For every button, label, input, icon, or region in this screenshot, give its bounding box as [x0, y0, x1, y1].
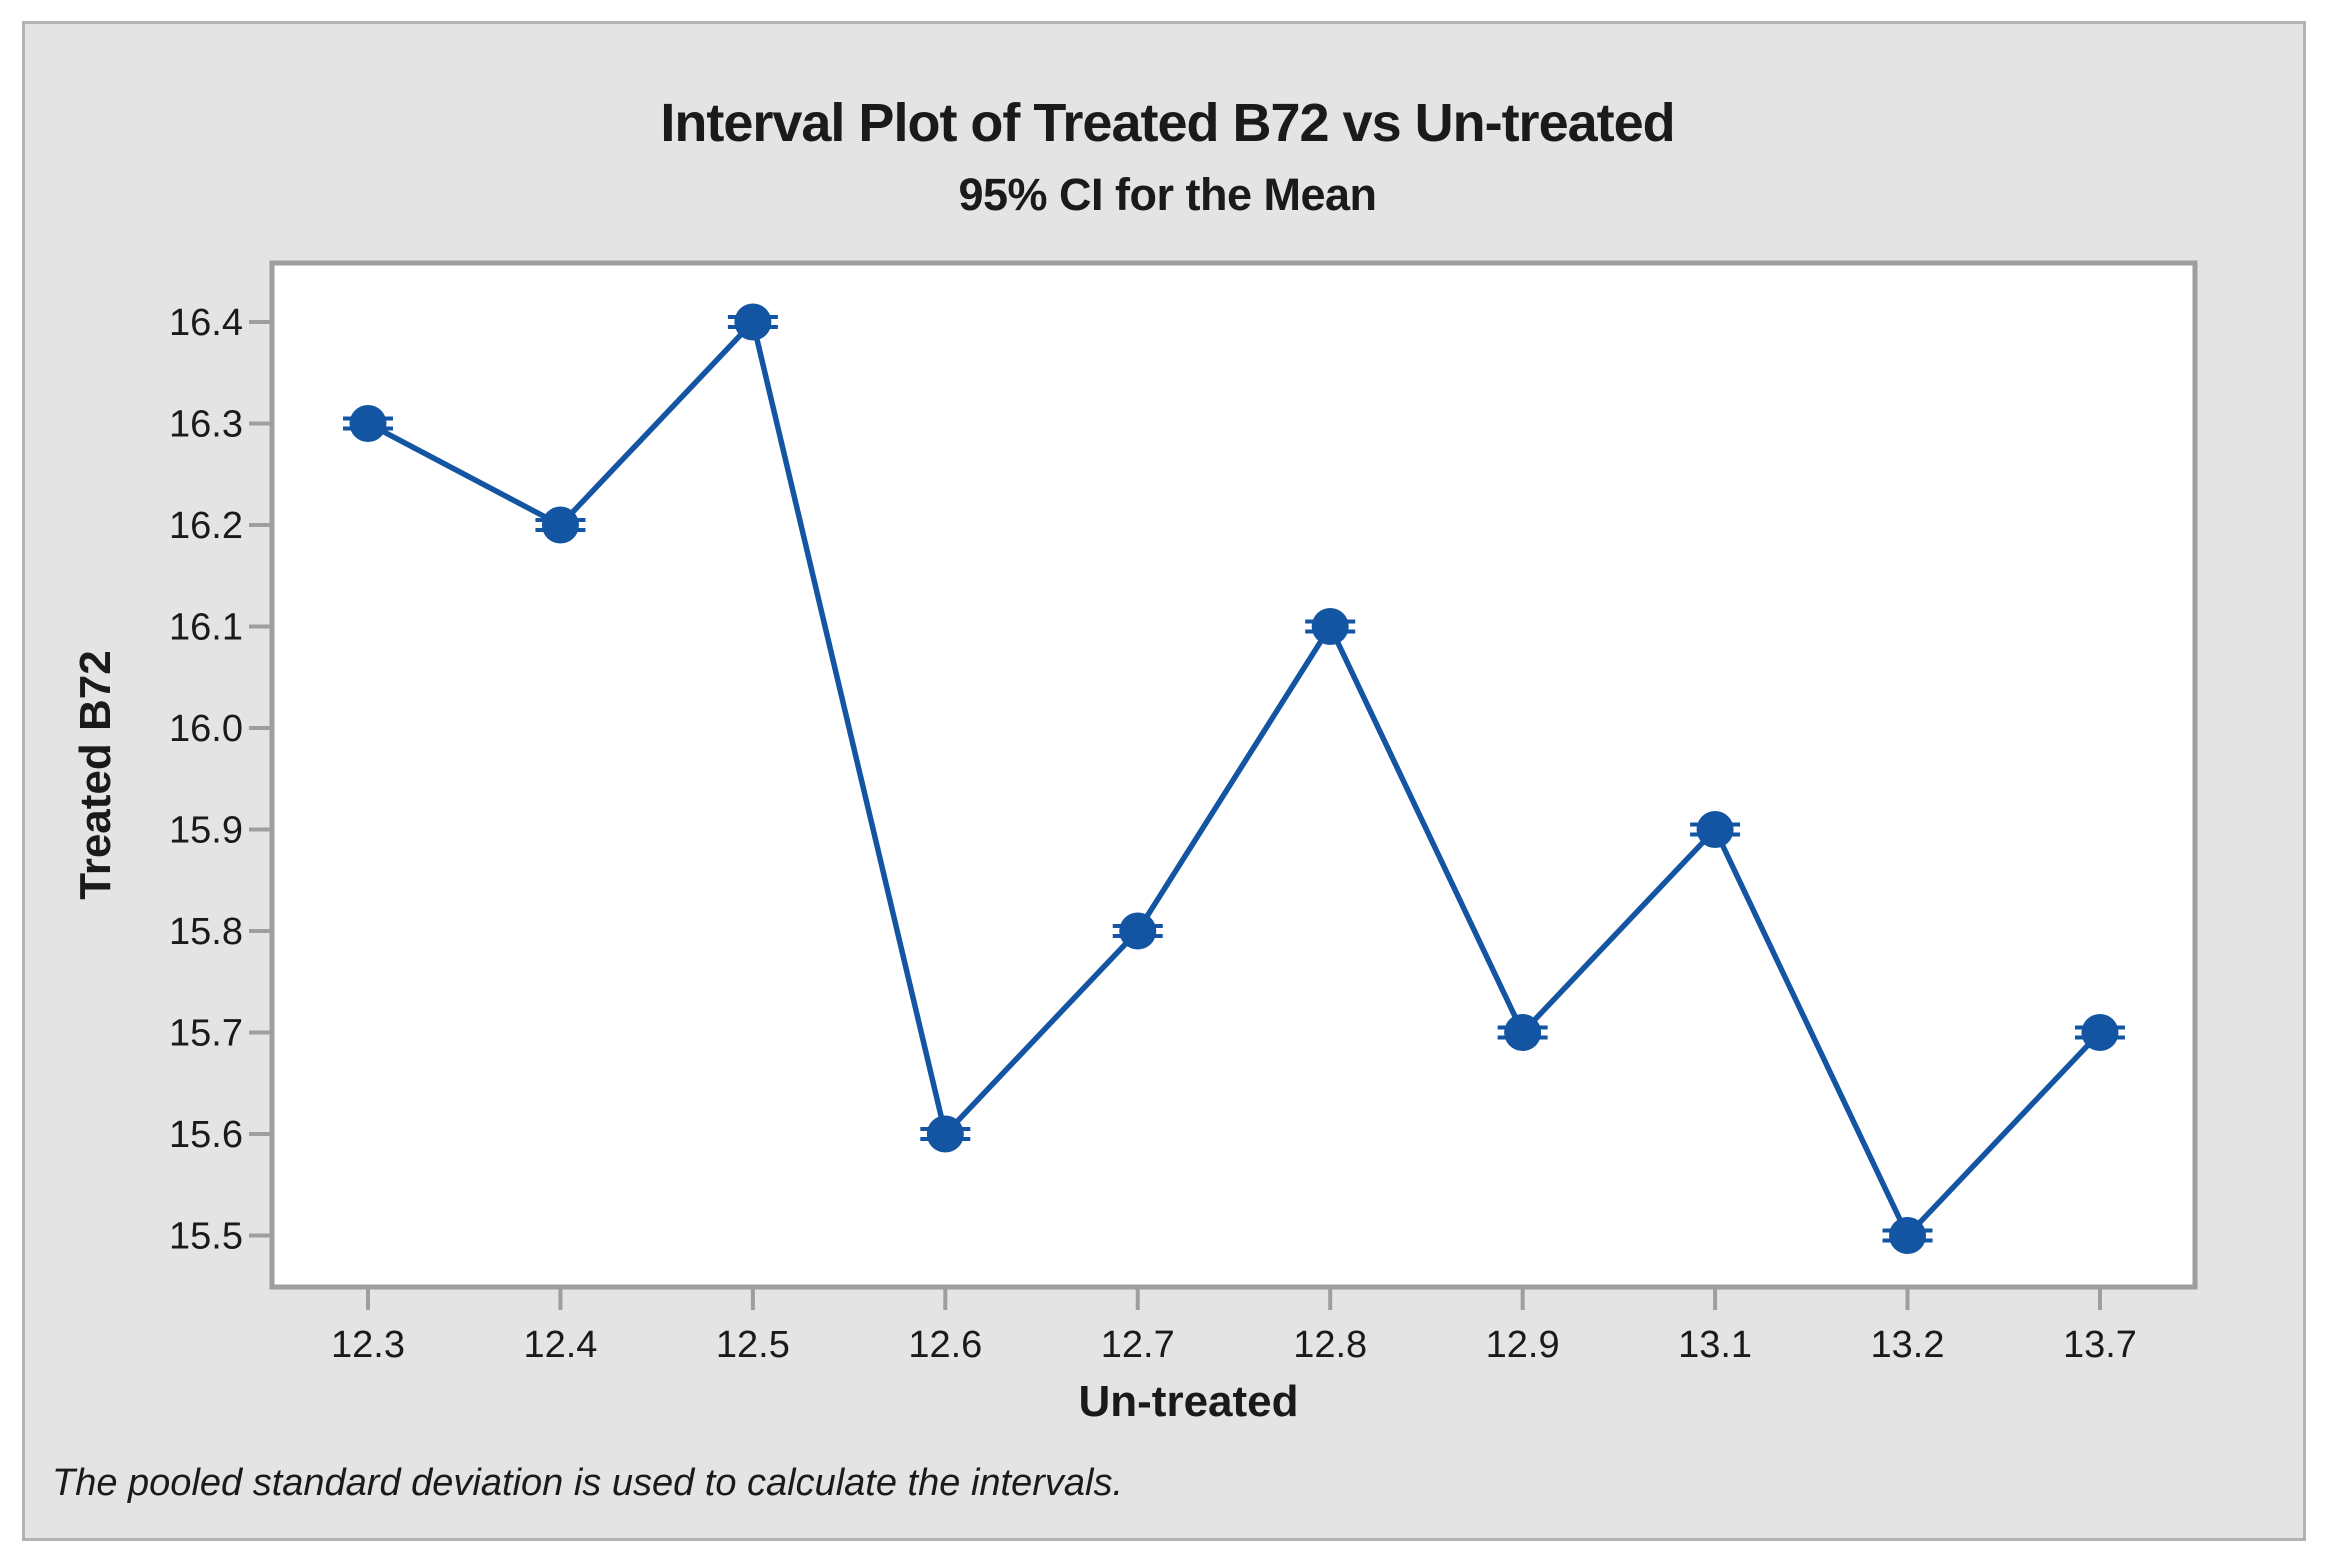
x-tick-label: 12.5 — [716, 1324, 790, 1366]
series-line — [366, 316, 2102, 1241]
y-axis-label: Treated B72 — [71, 650, 120, 899]
x-tick-label: 12.9 — [1486, 1324, 1560, 1366]
data-point-marker — [1119, 912, 1157, 950]
data-point-marker — [1889, 1217, 1927, 1254]
data-point-marker — [1696, 811, 1734, 848]
data-point-marker — [734, 303, 772, 341]
y-tick-label: 15.6 — [169, 1114, 243, 1156]
x-tick-label: 12.7 — [1101, 1324, 1175, 1366]
data-point-marker — [1311, 608, 1349, 645]
x-tick-label: 13.7 — [2063, 1324, 2137, 1366]
x-tick-label: 13.2 — [1871, 1324, 1945, 1366]
data-point-marker — [541, 506, 579, 544]
x-tick-label: 13.1 — [1678, 1324, 1752, 1366]
x-tick-label: 12.6 — [908, 1324, 982, 1366]
data-point-marker — [349, 405, 387, 442]
x-axis-label: Un-treated — [1078, 1377, 1298, 1426]
footnote: The pooled standard deviation is used to… — [52, 1462, 1123, 1504]
y-tick-label: 16.1 — [169, 607, 243, 649]
y-tick-label: 15.5 — [169, 1216, 243, 1258]
x-tick-label: 12.8 — [1293, 1324, 1367, 1366]
y-tick-label: 15.8 — [169, 911, 243, 953]
y-tick-label: 15.7 — [169, 1013, 243, 1055]
data-point-marker — [2081, 1014, 2119, 1051]
chart-subtitle: 95% CI for the Mean — [958, 169, 1377, 220]
data-point-marker — [926, 1115, 964, 1153]
y-tick-label: 16.4 — [169, 302, 243, 344]
y-tick-label: 16.2 — [169, 505, 243, 547]
chart-title: Interval Plot of Treated B72 vs Un-treat… — [660, 93, 1675, 153]
x-tick-label: 12.3 — [331, 1324, 405, 1366]
y-tick-label: 16.0 — [169, 708, 243, 750]
y-tick-label: 16.3 — [169, 404, 243, 446]
x-tick-label: 12.4 — [523, 1324, 597, 1366]
y-tick-label: 15.9 — [169, 810, 243, 852]
data-point-marker — [1504, 1014, 1542, 1051]
